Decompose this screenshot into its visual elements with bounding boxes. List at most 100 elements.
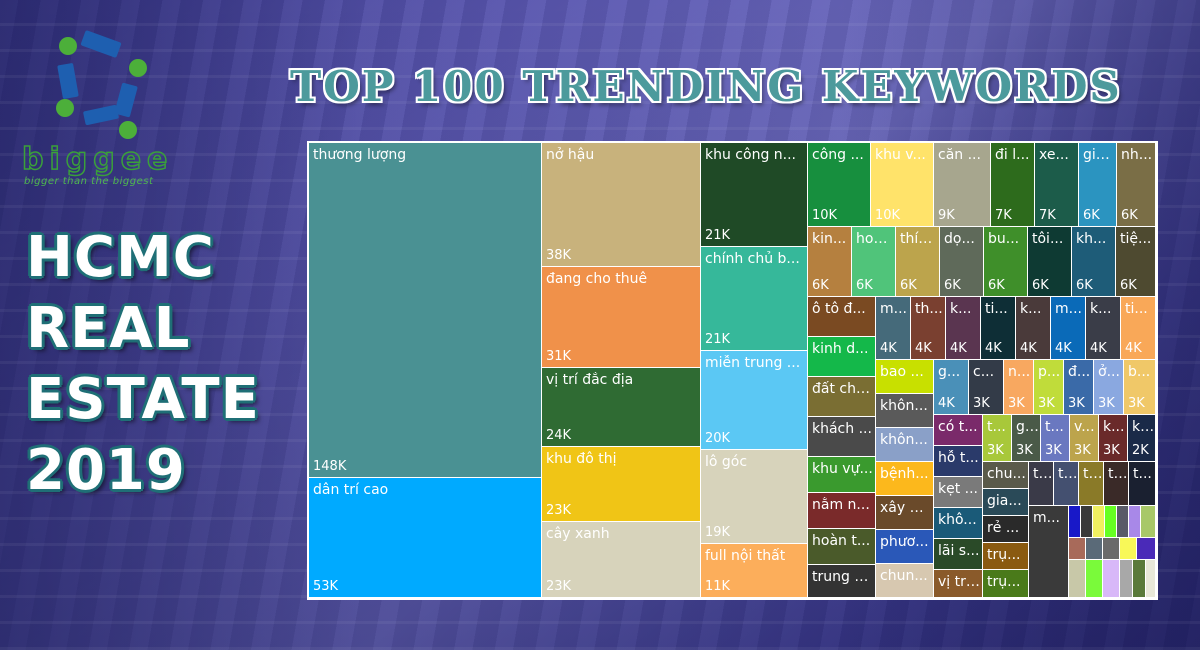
treemap-tile[interactable]: tôi... 6K [1028,227,1072,297]
treemap-tile[interactable]: dân trí cao 53K [309,478,542,598]
treemap-tile[interactable]: ti... 4K [981,297,1016,360]
treemap-tile[interactable]: bệnh... [876,462,934,496]
treemap-tile[interactable]: t... [1054,462,1079,506]
treemap-tile[interactable]: t... [1129,462,1156,506]
treemap-tile[interactable]: ti... 4K [1121,297,1156,360]
treemap-tile[interactable]: xây d... [876,496,934,530]
treemap-tile[interactable]: n... 3K [1004,360,1034,415]
tile-label: t... [1058,466,1076,482]
treemap-tile[interactable]: thương lượng 148K [309,143,542,478]
treemap-tile[interactable]: v... 3K [1070,415,1099,462]
treemap-tile[interactable] [1133,560,1146,598]
treemap-tile[interactable]: full nội thất 11K [701,544,808,598]
treemap-tile[interactable]: p... 3K [1034,360,1064,415]
treemap-tile[interactable]: gia... [983,489,1029,516]
treemap-tile[interactable]: trung t... [808,565,876,598]
tile-label: nở hậu [546,147,595,163]
treemap-tile[interactable]: kẹt ... [934,477,983,508]
treemap-tile[interactable] [1086,560,1103,598]
treemap-tile[interactable]: bu... 6K [984,227,1028,297]
treemap-tile[interactable]: m... [1029,506,1069,598]
treemap-tile[interactable] [1120,560,1133,598]
treemap-tile[interactable]: lãi s... [934,539,983,570]
treemap-tile[interactable]: hỗ t... [934,446,983,477]
treemap-tile[interactable]: trụ... [983,570,1029,598]
treemap-tile[interactable]: khu công n... 21K [701,143,808,247]
treemap-tile[interactable]: th... 4K [911,297,946,360]
treemap-tile[interactable]: phươ... [876,530,934,564]
treemap-tile[interactable]: t... [1079,462,1104,506]
treemap-tile[interactable] [1069,560,1086,598]
treemap-tile[interactable] [1129,506,1141,538]
treemap-tile[interactable]: k... 3K [1099,415,1128,462]
treemap-tile[interactable] [1093,506,1105,538]
treemap-tile[interactable]: g... 4K [934,360,969,415]
treemap-tile[interactable]: g... 3K [1012,415,1041,462]
treemap-tile[interactable]: cây xanh 23K [542,522,701,598]
treemap-tile[interactable]: dọ... 6K [940,227,984,297]
treemap-tile[interactable]: chun... [876,564,934,598]
treemap-tile[interactable]: m... 4K [1051,297,1086,360]
treemap-tile[interactable]: khu đô thị 23K [542,447,701,522]
treemap-tile[interactable]: kinh d... [808,337,876,377]
treemap-tile[interactable]: đang cho thuê 31K [542,267,701,368]
treemap-tile[interactable]: nh... 6K [1117,143,1156,227]
treemap-tile[interactable]: thíc... 6K [896,227,940,297]
treemap-tile[interactable] [1069,538,1086,560]
treemap-tile[interactable]: ô tô đ... [808,297,876,337]
treemap-tile[interactable]: công ... 10K [808,143,871,227]
treemap-tile[interactable]: vị trí... [934,570,983,598]
treemap-tile[interactable]: khô... [934,508,983,539]
treemap-tile[interactable] [1117,506,1129,538]
treemap-tile[interactable] [1103,538,1120,560]
treemap-tile[interactable]: nở hậu 38K [542,143,701,267]
treemap-tile[interactable] [1103,560,1120,598]
treemap-tile[interactable]: kh... 6K [1072,227,1116,297]
treemap-tile[interactable] [1069,506,1081,538]
treemap-tile[interactable]: khu vự... [808,457,876,493]
treemap-tile[interactable]: k... 4K [1086,297,1121,360]
treemap-tile[interactable]: rẻ ... [983,516,1029,543]
treemap-tile[interactable]: t... [1104,462,1129,506]
treemap-tile[interactable]: đất chí... [808,377,876,417]
treemap-tile[interactable] [1105,506,1117,538]
treemap-tile[interactable]: khách ... [808,417,876,457]
treemap-tile[interactable]: miễn trung ... 20K [701,351,808,450]
treemap-tile[interactable]: ở... 3K [1094,360,1124,415]
treemap-tile[interactable]: có t... [934,415,983,446]
treemap-tile[interactable] [1086,538,1103,560]
treemap-tile[interactable]: t... 3K [983,415,1012,462]
treemap-tile[interactable]: chu... [983,462,1029,489]
treemap-tile[interactable]: hoàn t... [808,529,876,565]
treemap-tile[interactable]: nằm n... [808,493,876,529]
treemap-tile[interactable] [1120,538,1137,560]
treemap-tile[interactable]: t... 3K [1041,415,1070,462]
treemap-tile[interactable]: đ... 3K [1064,360,1094,415]
treemap-tile[interactable]: vị trí đắc địa 24K [542,368,701,447]
treemap-tile[interactable]: k... 2K [1128,415,1156,462]
treemap-tile[interactable]: khu v... 10K [871,143,934,227]
treemap-tile[interactable]: tiệ... 6K [1116,227,1156,297]
treemap-tile[interactable]: khôn... [876,394,934,428]
treemap-tile[interactable]: m... 4K [876,297,911,360]
treemap-tile[interactable]: căn ... 9K [934,143,991,227]
treemap-tile[interactable]: b... 3K [1124,360,1156,415]
treemap-tile[interactable]: chính chủ b... 21K [701,247,808,351]
treemap-tile[interactable]: kin... 6K [808,227,852,297]
treemap-tile[interactable]: gia... 6K [1079,143,1117,227]
treemap-tile[interactable]: t... [1029,462,1054,506]
treemap-tile[interactable] [1081,506,1093,538]
treemap-tile[interactable] [1146,560,1156,598]
treemap-tile[interactable] [1137,538,1156,560]
treemap-tile[interactable] [1141,506,1156,538]
treemap-tile[interactable]: xe... 7K [1035,143,1079,227]
treemap-tile[interactable]: c... 3K [969,360,1004,415]
treemap-tile[interactable]: khôn... [876,428,934,462]
treemap-tile[interactable]: lô góc 19K [701,450,808,544]
treemap-tile[interactable]: k... 4K [1016,297,1051,360]
treemap-tile[interactable]: bao ... [876,360,934,394]
treemap-tile[interactable]: k... 4K [946,297,981,360]
treemap-tile[interactable]: trụ... [983,543,1029,570]
treemap-tile[interactable]: hoà... 6K [852,227,896,297]
treemap-tile[interactable]: đi l... 7K [991,143,1035,227]
